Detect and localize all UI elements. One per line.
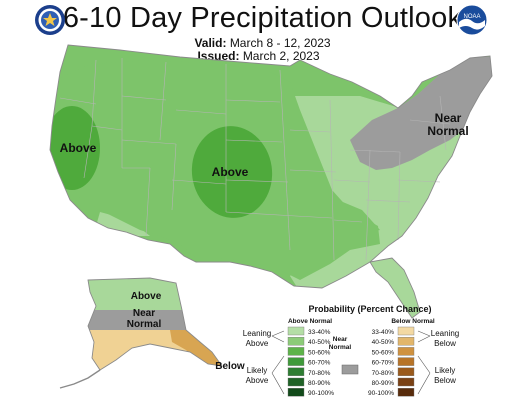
- legend-below-swatch: [397, 367, 415, 376]
- legend-leaning-below-1: Leaning: [431, 329, 459, 338]
- legend-title: Probability (Percent Chance): [308, 304, 431, 314]
- legend-above-range-label: 33-40%: [308, 329, 331, 336]
- legend-below-range-label: 60-70%: [372, 360, 395, 367]
- legend-below-range-label: 40-50%: [372, 339, 395, 346]
- legend-above-range-label: 50-60%: [308, 349, 331, 356]
- legend-near-normal-swatch: [341, 364, 359, 375]
- florida-above-33-40-zone: [369, 257, 421, 319]
- noaa-logo-icon: NOAA: [456, 4, 488, 36]
- alaska-normal-label: Normal: [127, 319, 162, 330]
- legend-below-swatch: [397, 347, 415, 356]
- legend-above-swatch: [287, 347, 305, 356]
- legend-likely-below-1: Likely: [435, 366, 455, 375]
- valid-label: Valid:: [194, 36, 227, 50]
- legend-above-range-label: 40-50%: [308, 339, 331, 346]
- noaa-logo-text: NOAA: [463, 14, 480, 20]
- legend-below-header: Below Normal: [391, 318, 435, 325]
- legend-below-range-label: 33-40%: [372, 329, 395, 336]
- legend-above-range-label: 60-70%: [308, 360, 331, 367]
- state-borders: [59, 58, 451, 261]
- legend-above-swatch: [287, 326, 305, 336]
- doc-seal-icon: [35, 5, 65, 35]
- legend-above-swatch: [287, 388, 305, 397]
- alaska-map: [88, 278, 222, 370]
- page-title: 6-10 Day Precipitation Outlook: [62, 2, 463, 34]
- central-above-label: Above: [212, 165, 249, 179]
- valid-line: Valid: March 8 - 12, 2023: [0, 36, 525, 50]
- alaska-below-40-50-zone: [170, 330, 222, 370]
- alaska-above-zone: [88, 278, 222, 310]
- legend-above-swatch: [287, 367, 305, 376]
- legend: Probability (Percent Chance) Above Norma…: [243, 304, 459, 397]
- west-above-50-60-zone: [50, 106, 100, 190]
- legend-below-swatch: [397, 326, 415, 336]
- legend-below-swatch: [397, 388, 415, 397]
- legend-below-range-label: 80-90%: [372, 380, 395, 387]
- legend-leaning-above-1: Leaning: [243, 329, 271, 338]
- west-above-label: Above: [60, 141, 97, 155]
- alaska-near-label: Near: [133, 308, 155, 319]
- legend-likely-below-2: Below: [434, 376, 456, 385]
- northeast-normal-label: Normal: [427, 124, 468, 138]
- alaska-below-label: Below: [215, 361, 245, 372]
- legend-below-rows: 33-40% 40-50% 50-60% 60-70% 70-80% 80-90% 90-1…: [368, 326, 415, 397]
- legend-above-range-label: 90-100%: [308, 390, 334, 397]
- legend-leaning-above-2: Above: [246, 339, 269, 348]
- conus-outline: [49, 44, 493, 289]
- legend-likely-above-1: Likely: [247, 366, 267, 375]
- legend-leaning-below-2: Below: [434, 339, 456, 348]
- issued-date: March 2, 2023: [242, 49, 320, 63]
- northeast-near-label: Near: [435, 111, 462, 125]
- legend-above-swatch: [287, 377, 305, 387]
- legend-below-range-label: 90-100%: [368, 390, 394, 397]
- alaska-outline: [87, 277, 223, 371]
- legend-above-range-label: 70-80%: [308, 370, 331, 377]
- legend-above-rows: 33-40% 40-50% 50-60% 60-70% 70-80% 80-90% 90-1…: [287, 326, 334, 397]
- legend-above-swatch: [287, 337, 305, 346]
- alaska-above-label: Above: [131, 291, 162, 302]
- aleutian-islands: [59, 369, 101, 389]
- valid-date: March 8 - 12, 2023: [229, 36, 331, 50]
- central-above-50-60-zone: [191, 126, 273, 218]
- legend-above-range-label: 80-90%: [308, 380, 331, 387]
- legend-below-range-label: 70-80%: [372, 370, 395, 377]
- legend-below-range-label: 50-60%: [372, 349, 395, 356]
- issued-line: Issued: March 2, 2023: [0, 49, 521, 63]
- legend-near-label-2: Normal: [329, 344, 352, 351]
- northeast-near-normal-zone: [350, 56, 492, 170]
- legend-likely-above-2: Above: [246, 376, 269, 385]
- legend-above-header: Above Normal: [288, 318, 332, 325]
- legend-below-swatch: [397, 337, 415, 346]
- legend-below-swatch: [397, 377, 415, 387]
- legend-near-label-1: Near: [333, 336, 348, 343]
- legend-below-swatch: [397, 357, 415, 366]
- legend-above-swatch: [287, 357, 305, 366]
